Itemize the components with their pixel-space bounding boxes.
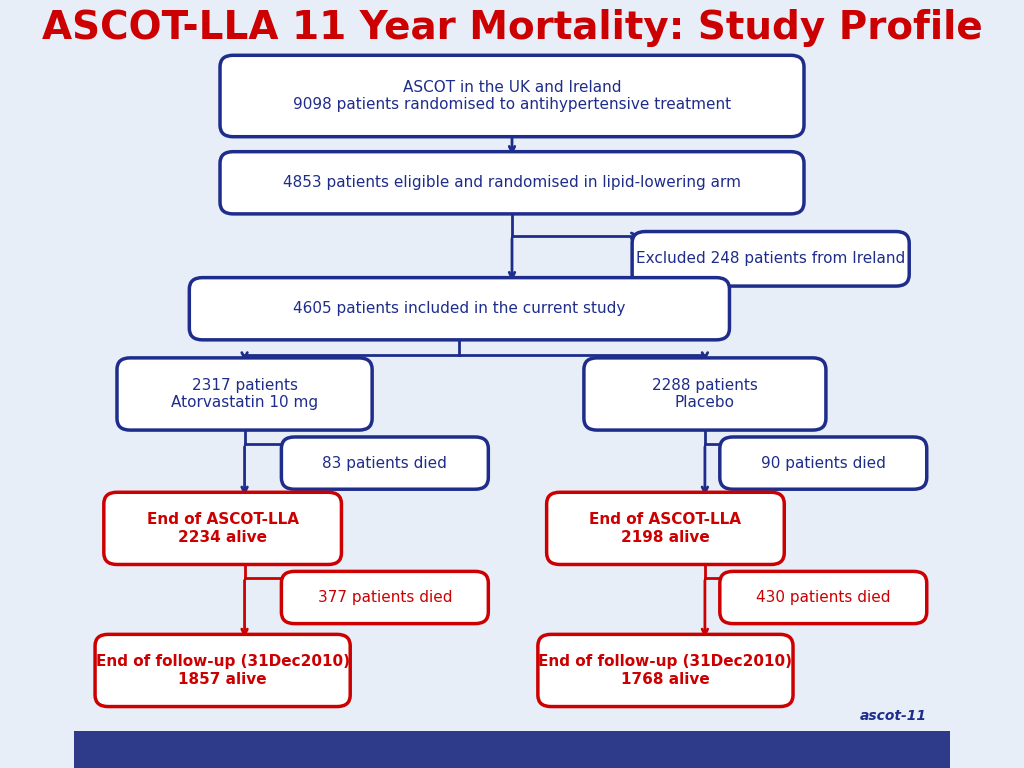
FancyBboxPatch shape: [189, 278, 729, 340]
Text: 90 patients died: 90 patients died: [761, 455, 886, 471]
FancyBboxPatch shape: [103, 492, 341, 564]
Text: 83 patients died: 83 patients died: [323, 455, 447, 471]
Text: ascot-11: ascot-11: [860, 709, 927, 723]
Text: 377 patients died: 377 patients died: [317, 590, 453, 605]
FancyBboxPatch shape: [632, 231, 909, 286]
Text: 4605 patients included in the current study: 4605 patients included in the current st…: [293, 301, 626, 316]
FancyBboxPatch shape: [584, 358, 826, 430]
Text: 430 patients died: 430 patients died: [756, 590, 891, 605]
FancyBboxPatch shape: [220, 55, 804, 137]
Text: End of follow-up (31Dec2010)
1768 alive: End of follow-up (31Dec2010) 1768 alive: [539, 654, 793, 687]
Text: 2288 patients
Placebo: 2288 patients Placebo: [652, 378, 758, 410]
FancyBboxPatch shape: [95, 634, 350, 707]
FancyBboxPatch shape: [547, 492, 784, 564]
Text: 2317 patients
Atorvastatin 10 mg: 2317 patients Atorvastatin 10 mg: [171, 378, 318, 410]
Text: 4853 patients eligible and randomised in lipid-lowering arm: 4853 patients eligible and randomised in…: [283, 175, 741, 190]
FancyBboxPatch shape: [117, 358, 372, 430]
FancyBboxPatch shape: [220, 152, 804, 214]
Text: ASCOT-LLA 11 Year Mortality: Study Profile: ASCOT-LLA 11 Year Mortality: Study Profi…: [42, 9, 982, 48]
Text: End of ASCOT-LLA
2198 alive: End of ASCOT-LLA 2198 alive: [590, 512, 741, 545]
FancyBboxPatch shape: [720, 571, 927, 624]
Text: ASCOT in the UK and Ireland
9098 patients randomised to antihypertensive treatme: ASCOT in the UK and Ireland 9098 patient…: [293, 80, 731, 112]
Text: End of ASCOT-LLA
2234 alive: End of ASCOT-LLA 2234 alive: [146, 512, 299, 545]
Text: Excluded 248 patients from Ireland: Excluded 248 patients from Ireland: [636, 251, 905, 266]
FancyBboxPatch shape: [720, 437, 927, 489]
FancyBboxPatch shape: [282, 571, 488, 624]
FancyBboxPatch shape: [538, 634, 793, 707]
FancyBboxPatch shape: [282, 437, 488, 489]
Text: End of follow-up (31Dec2010)
1857 alive: End of follow-up (31Dec2010) 1857 alive: [95, 654, 349, 687]
Bar: [74, 731, 950, 768]
